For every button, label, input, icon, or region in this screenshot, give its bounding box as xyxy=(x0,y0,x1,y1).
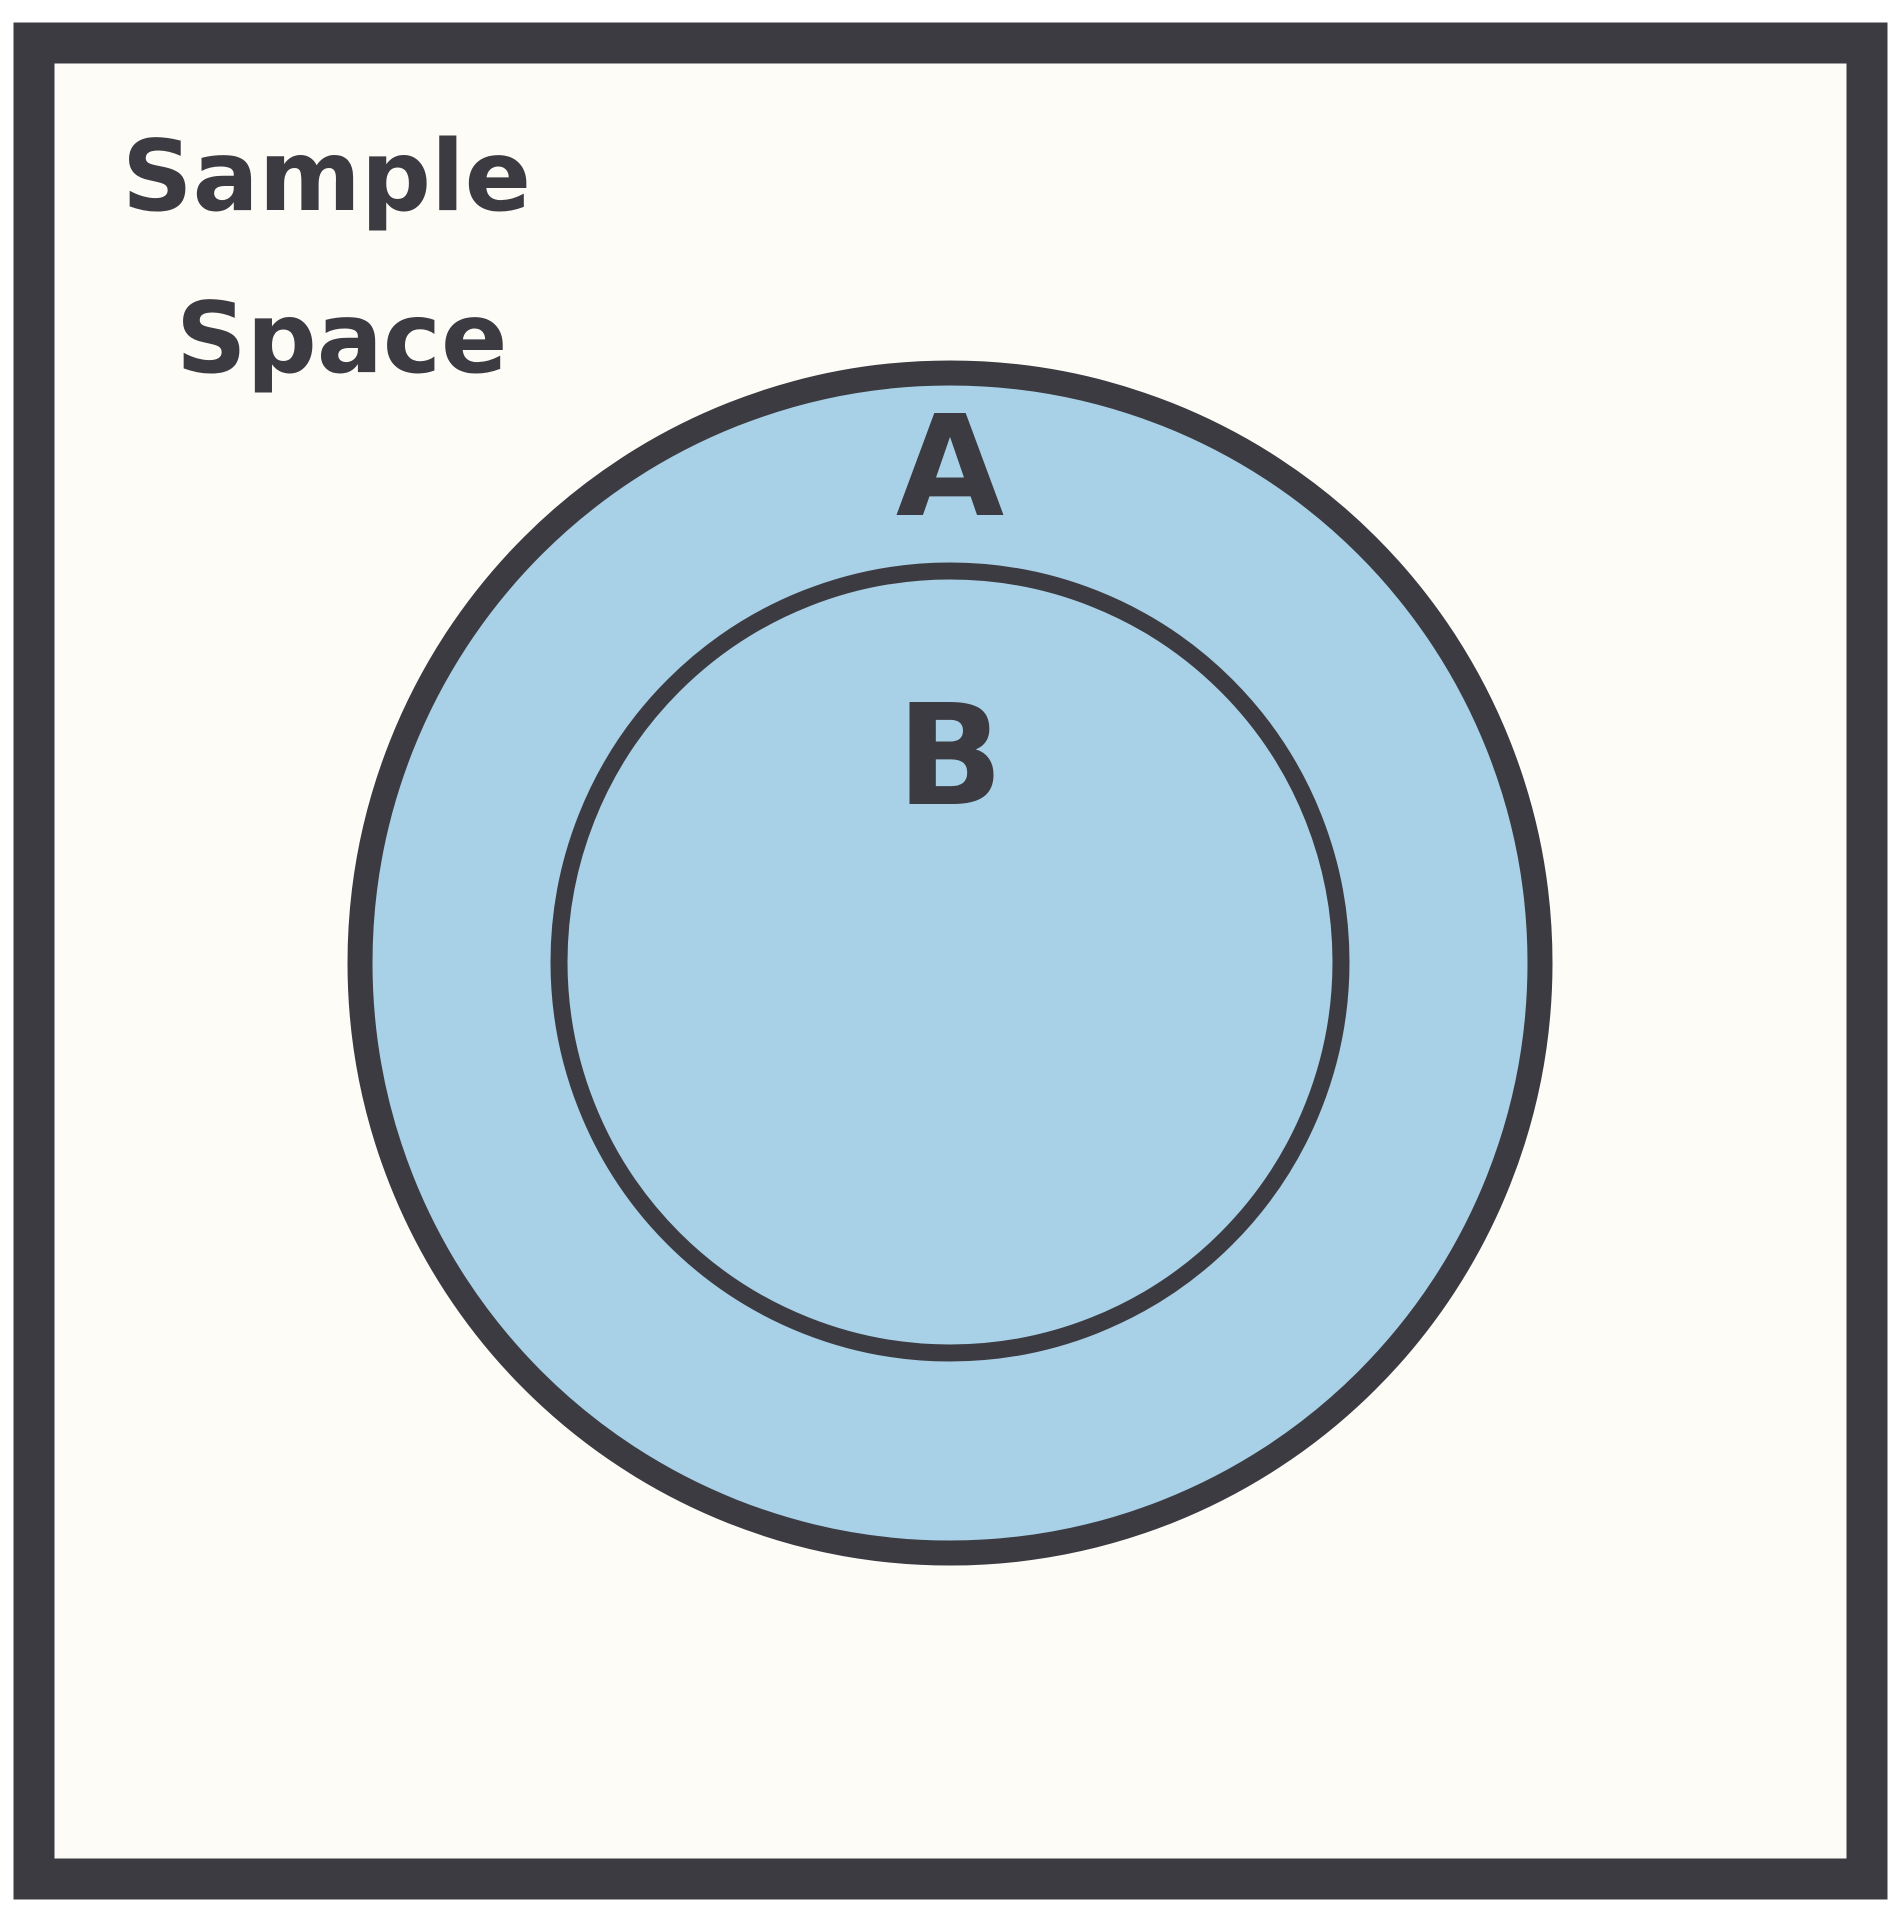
set-b-label: B xyxy=(897,675,1004,838)
sample-space-title-line-1: Sample xyxy=(122,120,531,234)
set-b-circle xyxy=(550,562,1350,1362)
set-a-label: A xyxy=(896,386,1004,549)
sample-space-title-line-2: Space xyxy=(176,282,507,396)
